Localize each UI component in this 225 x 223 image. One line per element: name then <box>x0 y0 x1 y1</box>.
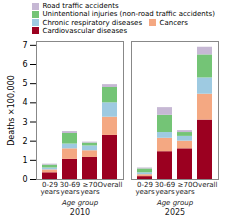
svg-text:5: 5 <box>22 79 27 88</box>
svg-text:1: 1 <box>22 156 27 165</box>
svg-text:0: 0 <box>22 175 27 184</box>
svg-text:6: 6 <box>22 60 27 69</box>
svg-text:0-29years: 0-29years <box>135 181 155 196</box>
html-text:Cardiovascular diseases: Cardiovascular diseases <box>42 26 127 35</box>
html-text:Chronic respiratory diseases: Chronic respiratory diseases <box>42 18 142 27</box>
html-text:Cancers: Cancers <box>159 18 188 27</box>
html-text:years: years <box>175 188 195 197</box>
html-text:≥70: ≥70 <box>82 181 98 190</box>
svg-text:7: 7 <box>22 41 27 50</box>
html-text:Road traffic accidents: Road traffic accidents <box>42 2 119 11</box>
svg-text:Deaths ×100,000: Deaths ×100,000 <box>7 75 16 146</box>
svg-text:2010: 2010 <box>70 208 90 217</box>
svg-text:30-69years: 30-69years <box>60 181 80 196</box>
svg-text:2025: 2025 <box>165 208 185 217</box>
svg-text:2: 2 <box>22 137 27 146</box>
svg-text:Overall: Overall <box>192 181 217 189</box>
svg-text:Age group: Age group <box>61 199 99 207</box>
svg-text:4: 4 <box>22 98 27 107</box>
html-text:years: years <box>80 188 100 197</box>
html-text:≥70: ≥70 <box>177 181 193 190</box>
svg-text:30-69years: 30-69years <box>155 181 175 196</box>
svg-text:0-29years: 0-29years <box>40 181 60 196</box>
html-text:Unintentional injuries (non-ro: Unintentional injuries (non-road traffic… <box>42 10 215 19</box>
svg-text:Overall: Overall <box>97 181 122 189</box>
svg-text:3: 3 <box>22 118 27 127</box>
svg-text:Age group: Age group <box>156 199 194 207</box>
